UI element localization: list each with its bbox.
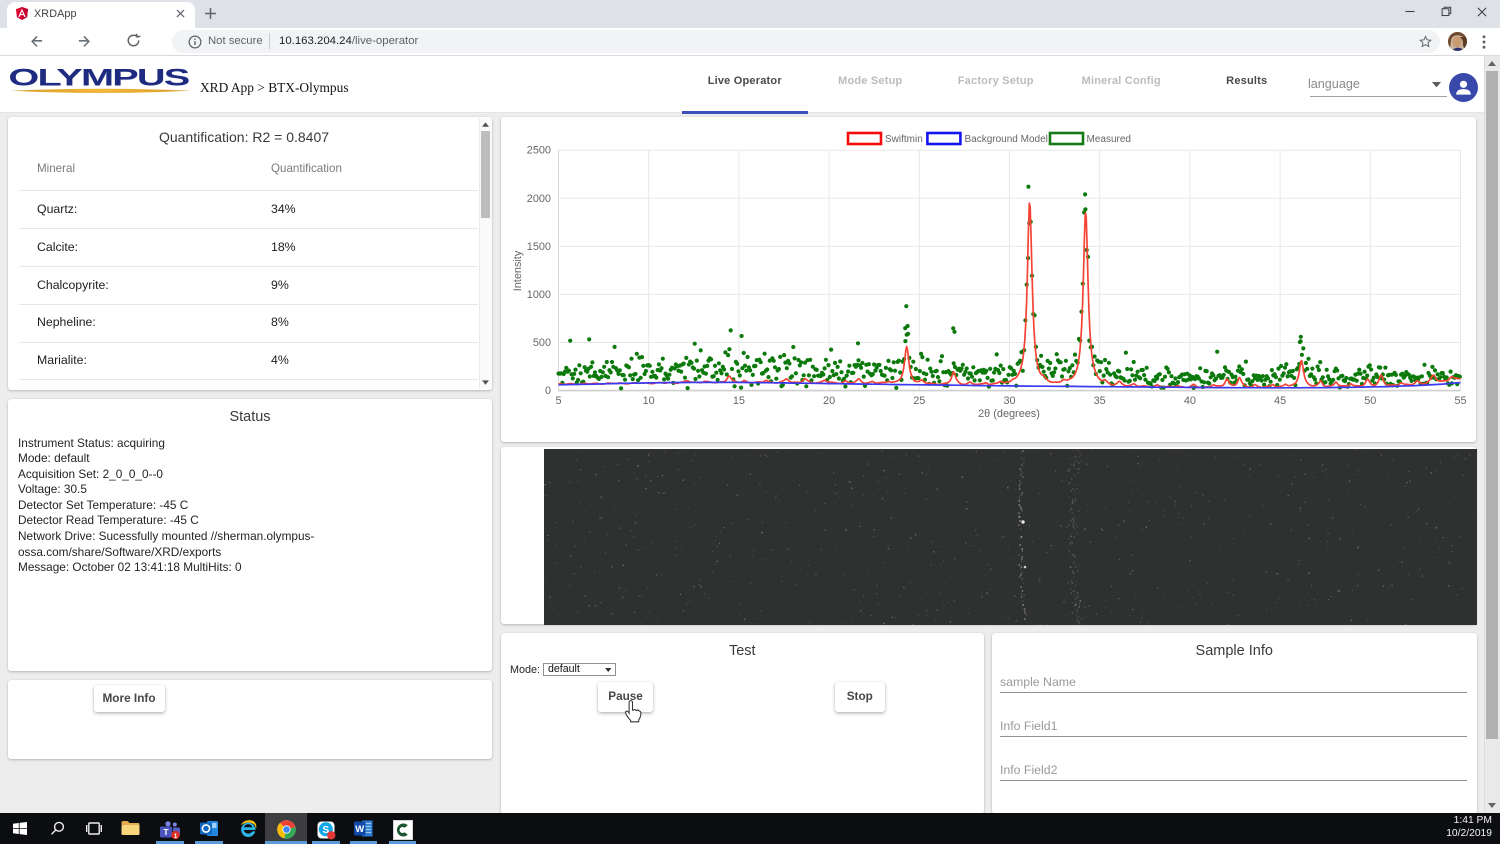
svg-text:T: T [163,826,169,836]
svg-text:2500: 2500 [526,145,550,157]
svg-text:15: 15 [732,395,744,407]
svg-text:20: 20 [823,395,835,407]
svg-text:45: 45 [1274,395,1286,407]
svg-text:Measured: Measured [1086,134,1130,145]
svg-text:30: 30 [1003,395,1015,407]
svg-text:Background Model: Background Model [964,134,1047,145]
svg-text:35: 35 [1093,395,1105,407]
svg-text:Swiftmin: Swiftmin [885,134,923,145]
svg-text:2θ (degrees): 2θ (degrees) [978,408,1040,420]
svg-text:1500: 1500 [526,241,550,253]
svg-text:25: 25 [913,395,925,407]
svg-text:S: S [322,825,329,836]
svg-text:2000: 2000 [526,193,550,205]
svg-text:0: 0 [544,385,550,397]
svg-text:40: 40 [1183,395,1195,407]
svg-text:Intensity: Intensity [512,250,524,291]
svg-text:1000: 1000 [526,289,550,301]
svg-text:1: 1 [174,833,178,840]
svg-text:50: 50 [1364,395,1376,407]
svg-text:55: 55 [1454,395,1466,407]
svg-text:OLYMPUS: OLYMPUS [10,63,189,90]
svg-text:5: 5 [555,395,561,407]
svg-text:500: 500 [532,337,550,349]
svg-text:W: W [355,824,364,835]
svg-text:10: 10 [642,395,654,407]
